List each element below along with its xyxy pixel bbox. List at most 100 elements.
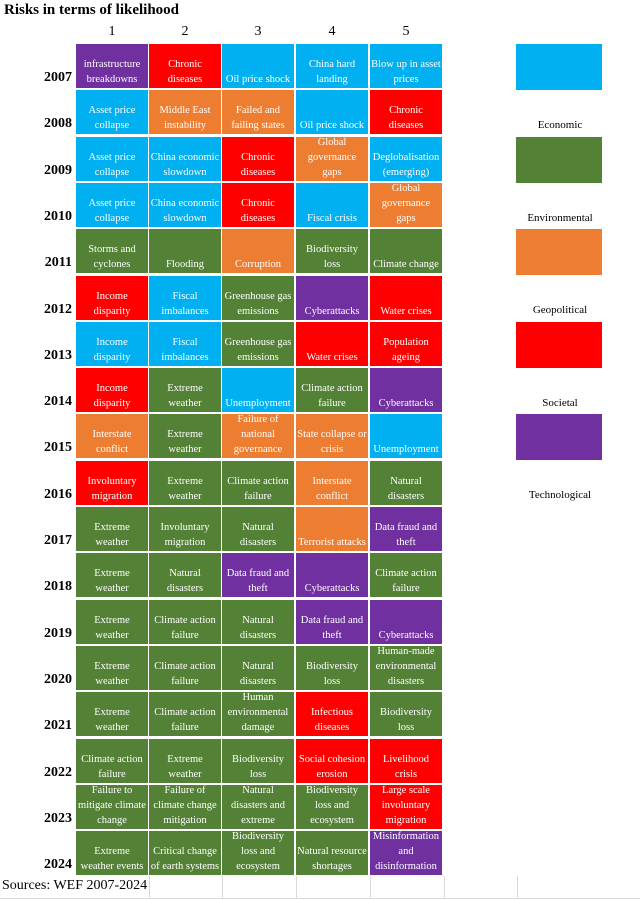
- risk-cell-2017-1: Extreme weather: [76, 507, 148, 551]
- risk-cell-2022-5: Livelihood crisis: [370, 738, 442, 783]
- risk-label: Asset price collapse: [88, 151, 136, 178]
- risk-label: China economic slowdown: [150, 151, 220, 178]
- risk-label: Failure to mitigate climate change: [78, 784, 146, 826]
- risk-cell-2015-1: Interstate conflict: [76, 414, 148, 459]
- risk-label: Greenhouse gas emissions: [224, 290, 292, 317]
- risk-cell-2014-2: Extreme weather: [149, 368, 221, 413]
- risk-label: Livelihood crisis: [382, 753, 430, 780]
- risk-cell-2022-1: Climate action failure: [76, 738, 148, 783]
- risk-cell-2007-4: China hard landing: [296, 44, 368, 88]
- legend-label-technological: Technological: [528, 489, 592, 501]
- year-label-2023: 2023: [44, 810, 72, 826]
- risk-cell-2008-1: Asset price collapse: [76, 90, 148, 135]
- risk-label: Greenhouse gas emissions: [224, 336, 292, 363]
- risk-label: Failure of national governance: [233, 414, 283, 456]
- year-label-2020: 2020: [44, 671, 72, 687]
- legend-swatch-environmental: [516, 136, 602, 183]
- risk-cell-2017-5: Data fraud and theft: [370, 507, 442, 551]
- risk-cell-2016-3: Climate action failure: [222, 460, 294, 505]
- risk-label: Fiscal imbalances: [161, 290, 209, 317]
- risk-label: Involuntary migration: [160, 522, 210, 548]
- risk-cell-2010-5: Global governance gaps: [370, 182, 442, 227]
- risk-cell-2010-4: Fiscal crisis: [296, 182, 368, 227]
- risk-cell-2011-2: Flooding: [149, 229, 221, 274]
- risk-cell-2009-2: China economic slowdown: [149, 136, 221, 181]
- year-label-2012: 2012: [44, 301, 72, 317]
- legend-label-environmental: Environmental: [527, 211, 593, 224]
- risk-cell-2024-4: Natural resource shortages: [296, 831, 368, 876]
- risk-label: Failed and failing states: [231, 105, 285, 132]
- risk-label: China hard landing: [308, 59, 356, 85]
- year-label-2014: 2014: [44, 394, 72, 410]
- risk-cell-2015-4: State collapse or crisis: [296, 414, 368, 459]
- risk-cell-2009-5: Deglobalisation (emerging): [370, 136, 442, 181]
- risk-label: Failure of climate change mitigation: [153, 784, 217, 826]
- year-label-2021: 2021: [44, 718, 72, 734]
- risk-cell-2013-4: Water crises: [296, 321, 368, 366]
- risk-label: Climate action failure: [154, 614, 216, 641]
- risk-cell-2016-2: Extreme weather: [149, 460, 221, 505]
- risk-cell-2008-5: Chronic diseases: [370, 90, 442, 135]
- risk-label: Extreme weather: [94, 568, 130, 595]
- risk-cell-2021-2: Climate action failure: [149, 692, 221, 737]
- legend-label-geopolitical: Geopolitical: [532, 304, 588, 316]
- risk-label: Data fraud and theft: [374, 522, 438, 548]
- risk-label: Interstate conflict: [312, 475, 352, 502]
- risk-label: Oil price shock: [299, 120, 365, 132]
- risk-label: Natural disasters: [239, 614, 277, 641]
- risk-cell-2012-4: Cyberattacks: [296, 275, 368, 320]
- risk-label: Water crises: [306, 351, 358, 363]
- risk-cell-2023-1: Failure to mitigate climate change: [76, 784, 148, 829]
- risk-label: Deglobalisation (emerging): [372, 151, 440, 178]
- risk-label: Biodiversity loss: [306, 244, 358, 271]
- risk-label: Critical change of earth systems: [150, 846, 220, 873]
- gridline: [370, 876, 371, 898]
- risk-cell-2018-2: Natural disasters: [149, 553, 221, 598]
- risk-label: Natural disasters: [239, 522, 277, 548]
- risk-cell-2013-5: Population ageing: [370, 321, 442, 366]
- year-label-2019: 2019: [44, 625, 72, 641]
- risk-cell-2018-1: Extreme weather: [76, 553, 148, 598]
- risk-cell-2022-2: Extreme weather: [149, 738, 221, 783]
- year-label-2015: 2015: [44, 440, 72, 456]
- risk-cell-2020-2: Climate action failure: [149, 645, 221, 690]
- gridline: [517, 876, 518, 898]
- risk-cell-2009-1: Asset price collapse: [76, 136, 148, 181]
- risk-cell-2008-2: Middle East instability: [149, 90, 221, 135]
- risk-cell-2019-3: Natural disasters: [222, 599, 294, 644]
- risk-label: Biodiversity loss: [380, 707, 432, 734]
- risk-cell-2015-3: Failure of national governance: [222, 414, 294, 459]
- risk-cell-2012-1: Income disparity: [76, 275, 148, 320]
- risk-label: Water crises: [380, 305, 432, 317]
- risk-cell-2022-4: Social cohesion erosion: [296, 738, 368, 783]
- risk-cell-2013-3: Greenhouse gas emissions: [222, 321, 294, 366]
- risk-cell-2019-2: Climate action failure: [149, 599, 221, 644]
- risk-cell-2020-4: Biodiversity loss: [296, 645, 368, 690]
- column-header-4: 4: [328, 24, 336, 39]
- year-label-2024: 2024: [44, 857, 72, 873]
- risk-cell-2010-1: Asset price collapse: [76, 182, 148, 227]
- risk-cell-2021-3: Human environmental damage: [222, 692, 294, 737]
- risk-label: Asset price collapse: [88, 105, 136, 132]
- risk-label: Natural disasters: [387, 475, 425, 502]
- risk-label: Extreme weather: [94, 660, 130, 687]
- gridline: [222, 876, 223, 898]
- risk-cell-2009-4: Global governance gaps: [296, 136, 368, 181]
- risk-cell-2010-3: Chronic diseases: [222, 182, 294, 227]
- gridline: [444, 876, 445, 898]
- risk-cell-2010-2: China economic slowdown: [149, 182, 221, 227]
- risk-cell-2017-2: Involuntary migration: [149, 507, 221, 551]
- risk-cell-2011-4: Biodiversity loss: [296, 229, 368, 274]
- risk-label: Infectious diseases: [311, 707, 353, 734]
- risk-label: Corruption: [234, 259, 282, 271]
- risk-label: China economic slowdown: [150, 197, 220, 224]
- risk-label: Climate change: [373, 259, 439, 271]
- risk-cell-2007-2: Chronic diseases: [149, 44, 221, 88]
- risk-label: Chronic diseases: [388, 105, 424, 132]
- risk-label: Interstate conflict: [92, 429, 132, 456]
- risk-cell-2007-5: Blow up in asset prices: [370, 44, 442, 88]
- year-label-2022: 2022: [44, 764, 72, 780]
- legend-label-economic: Economic: [537, 119, 583, 131]
- risk-label: Biodiversity loss: [306, 660, 358, 687]
- risk-cell-2020-1: Extreme weather: [76, 645, 148, 690]
